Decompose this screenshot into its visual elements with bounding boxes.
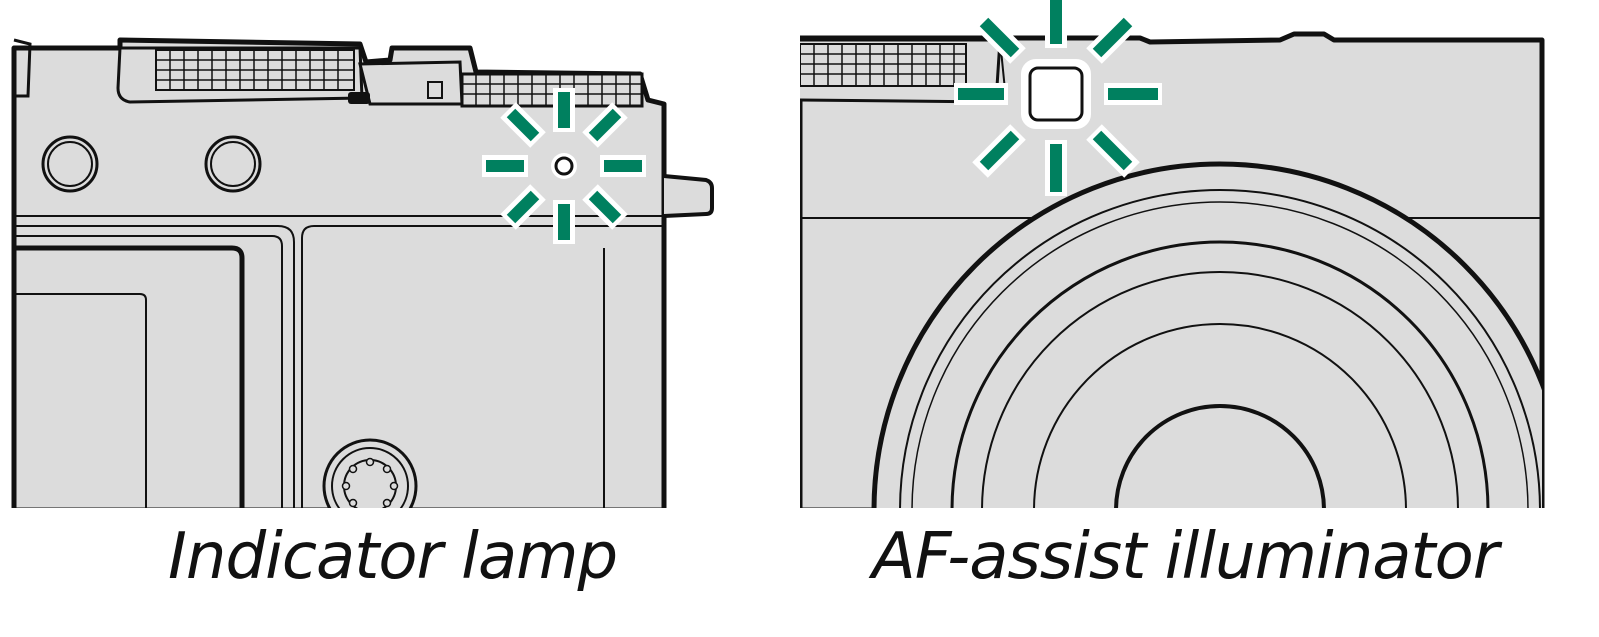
caption-af-assist: AF-assist illuminator — [872, 520, 1499, 594]
af-assist-illustration: AF-assist illuminator — [800, 0, 1560, 637]
button-left — [41, 135, 99, 193]
dial-right — [460, 72, 644, 108]
lens — [871, 161, 1542, 510]
dial-left — [116, 46, 364, 104]
blinking-light-icon — [954, 0, 1162, 196]
caption-indicator-lamp: Indicator lamp — [168, 520, 618, 594]
camera-front-drawing — [800, 0, 1560, 510]
lcd-screen — [14, 225, 295, 510]
control-dial — [322, 438, 418, 510]
dial-top — [800, 38, 1002, 104]
camera-back-drawing — [0, 37, 730, 510]
blinking-light-icon — [482, 88, 646, 244]
button-right — [204, 135, 262, 193]
indicator-lamp-illustration: Indicator lamp — [0, 0, 730, 637]
